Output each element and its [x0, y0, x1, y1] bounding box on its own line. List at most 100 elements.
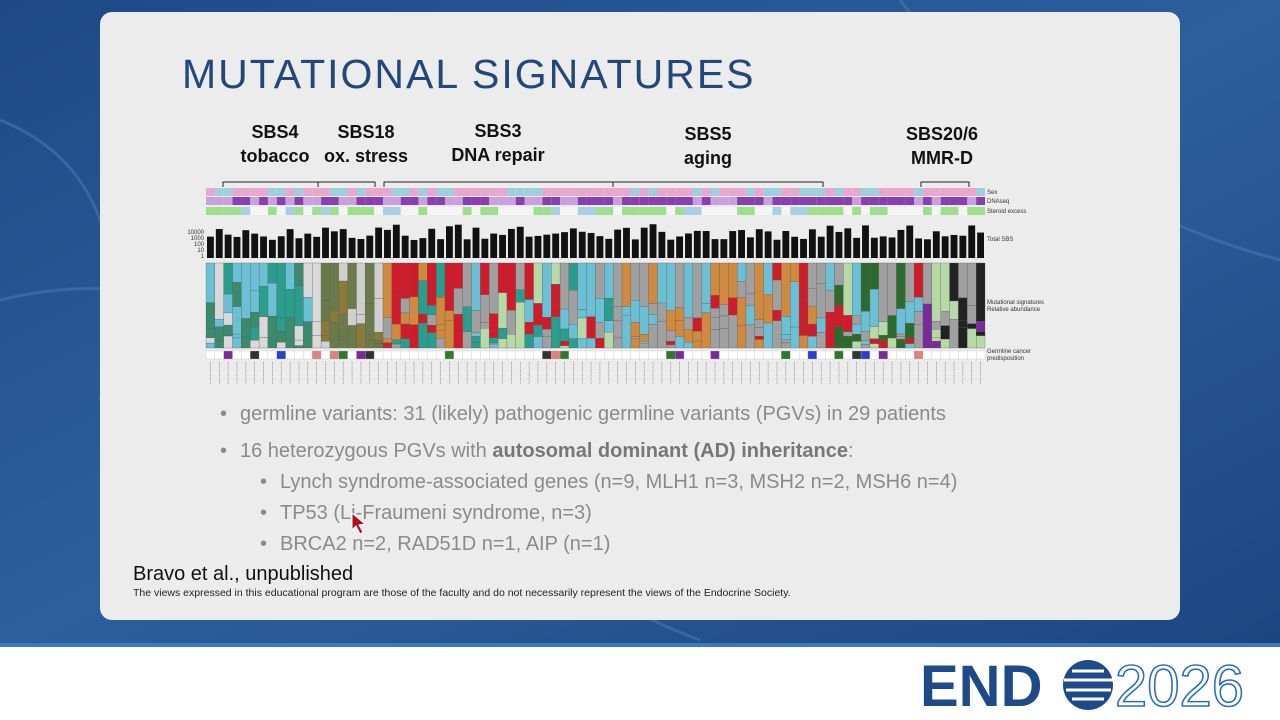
signature-segment — [975, 262, 986, 322]
germline-cell — [471, 350, 481, 360]
signature-segment — [745, 324, 755, 349]
signature-segment — [905, 323, 915, 339]
total-bar — [667, 239, 675, 258]
steroid-cell — [852, 207, 862, 215]
signature-segment — [223, 293, 233, 314]
signature-segment — [896, 333, 906, 337]
germline-cell — [745, 350, 755, 360]
signature-segment — [914, 262, 924, 298]
total-bar — [410, 239, 418, 258]
steroid-cell — [542, 207, 552, 215]
dnaseq-cell — [232, 197, 242, 205]
total-bar — [658, 231, 666, 258]
signature-segment — [400, 312, 410, 325]
sex-cell — [790, 188, 800, 196]
signature-segment — [312, 262, 322, 323]
signature-segment — [524, 322, 534, 335]
signature-segment — [497, 292, 508, 329]
sub-bullet: Lynch syndrome-associated genes (n=9, ML… — [280, 471, 957, 493]
steroid-cell — [666, 207, 676, 215]
signature-segment — [843, 336, 853, 349]
sex-cell — [436, 188, 446, 196]
dnaseq-cell — [241, 197, 251, 205]
signature-segment — [515, 262, 525, 291]
signature-segment — [489, 342, 499, 345]
steroid-cell — [728, 207, 738, 215]
signature-segment — [719, 262, 729, 305]
signature-segment — [692, 262, 702, 319]
sex-cell — [489, 188, 499, 196]
germline-cell — [250, 350, 260, 360]
signature-segment — [489, 343, 499, 349]
signature-segment — [551, 305, 561, 317]
sex-cell — [206, 188, 215, 196]
steroid-cell — [551, 207, 561, 215]
signature-segment — [223, 312, 233, 326]
signature-segment — [595, 322, 605, 339]
steroid-cell — [232, 207, 242, 215]
signature-label: ox. stress — [324, 146, 408, 166]
signature-segment — [878, 335, 888, 341]
steroid-cell — [869, 207, 879, 215]
signature-segment — [320, 320, 331, 336]
total-bar — [268, 239, 276, 258]
dnaseq-cell — [639, 197, 649, 205]
signature-segment — [852, 323, 862, 335]
germline-cell — [436, 350, 446, 360]
signature-segment — [666, 344, 676, 349]
germline-cell — [356, 350, 366, 360]
signature-segment — [701, 262, 711, 304]
signature-segment — [559, 328, 570, 342]
signature-segment — [258, 285, 269, 317]
steroid-cell — [453, 207, 463, 215]
signature-segment — [551, 316, 561, 349]
germline-cell — [967, 350, 977, 360]
signature-segment — [967, 323, 977, 329]
total-bar — [348, 237, 356, 258]
signature-segment — [515, 289, 525, 303]
dnaseq-cell — [887, 197, 897, 205]
signature-segment — [285, 289, 295, 318]
total-bar — [286, 229, 294, 258]
signature-segment — [400, 298, 410, 314]
steroid-cell — [489, 207, 499, 215]
dnaseq-cell — [914, 197, 924, 205]
germline-cell — [728, 350, 738, 360]
sex-cell — [241, 188, 251, 196]
germline-cell — [303, 350, 313, 360]
signature-segment — [710, 317, 720, 330]
signature-segment — [382, 262, 393, 318]
dnaseq-cell — [365, 197, 375, 205]
sex-cell — [400, 188, 410, 196]
signature-segment — [400, 338, 410, 349]
signature-segment — [816, 332, 826, 349]
sex-cell — [657, 188, 667, 196]
steroid-cell — [745, 207, 755, 215]
signature-segment — [887, 337, 897, 349]
steroid-cell — [949, 207, 959, 215]
steroid-cell — [303, 207, 313, 215]
signature-segment — [736, 297, 747, 327]
sex-cell — [232, 188, 242, 196]
signature-segment — [320, 341, 331, 349]
germline-cell — [781, 350, 791, 360]
total-sbs-tick: 100 — [194, 242, 205, 248]
sex-cell — [843, 188, 853, 196]
signature-segment — [267, 283, 277, 317]
total-bar — [552, 233, 560, 258]
steroid-cell — [763, 207, 773, 215]
track-label: Relative abundance — [987, 307, 1041, 313]
signature-segment — [852, 341, 862, 349]
sex-cell — [816, 188, 826, 196]
sex-cell — [728, 188, 738, 196]
signature-segment — [444, 310, 455, 321]
total-bar — [437, 239, 445, 258]
signature-segment — [391, 343, 401, 349]
germline-cell — [595, 350, 605, 360]
signature-segment — [825, 290, 835, 313]
germline-cell — [878, 350, 888, 360]
signature-segment — [232, 337, 242, 349]
germline-cell — [922, 350, 933, 360]
signature-segment — [497, 327, 508, 339]
signature-segment — [852, 262, 862, 316]
